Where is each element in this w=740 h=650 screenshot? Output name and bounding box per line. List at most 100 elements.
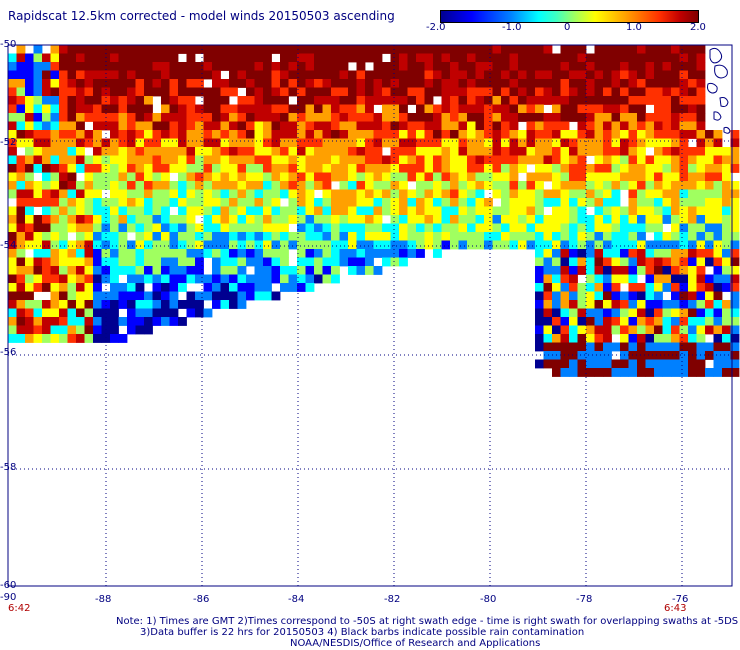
wind-cell xyxy=(203,223,213,233)
wind-cell xyxy=(195,164,204,173)
wind-cell xyxy=(25,232,34,241)
wind-cell xyxy=(331,198,340,207)
wind-cell xyxy=(730,300,740,309)
wind-cell xyxy=(501,147,510,156)
wind-cell xyxy=(662,181,672,190)
wind-cell xyxy=(212,147,221,156)
lat-label: -58 xyxy=(0,462,17,473)
wind-cell xyxy=(110,70,119,80)
wind-cell xyxy=(586,172,595,182)
wind-cell xyxy=(577,70,587,80)
wind-cell xyxy=(195,266,204,275)
wind-cell xyxy=(662,283,672,292)
wind-cell xyxy=(263,240,272,250)
wind-cell xyxy=(399,240,408,250)
wind-cell xyxy=(552,325,561,335)
wind-cell xyxy=(569,198,578,207)
wind-cell xyxy=(611,283,621,292)
wind-cell xyxy=(67,257,77,267)
wind-cell xyxy=(195,70,204,80)
wind-cell xyxy=(169,104,179,114)
wind-cell xyxy=(433,206,442,216)
wind-cell xyxy=(118,147,128,156)
wind-cell xyxy=(492,53,502,63)
wind-cell xyxy=(305,215,315,224)
wind-cell xyxy=(458,113,468,122)
wind-cell xyxy=(59,223,68,233)
wind-cell xyxy=(356,130,366,139)
wind-cell xyxy=(67,53,77,63)
wind-cell xyxy=(263,147,272,156)
wind-cell xyxy=(314,70,323,80)
wind-cell xyxy=(671,155,680,165)
wind-cell xyxy=(594,308,604,318)
wind-cell xyxy=(246,181,255,190)
wind-cell xyxy=(416,198,425,207)
lat-lon-grid xyxy=(8,45,732,586)
wind-cell xyxy=(696,198,706,207)
wind-cell xyxy=(450,104,459,114)
wind-cell xyxy=(25,164,34,173)
wind-cell xyxy=(25,274,34,284)
wind-cell xyxy=(237,104,247,114)
wind-cell xyxy=(169,45,179,54)
wind-cell xyxy=(50,104,60,114)
wind-cell xyxy=(390,198,400,207)
wind-cell xyxy=(59,240,68,250)
wind-cell xyxy=(76,283,85,292)
wind-cell xyxy=(220,300,230,309)
wind-cell xyxy=(399,232,408,241)
wind-cell xyxy=(101,104,111,114)
wind-cell xyxy=(229,291,238,301)
wind-cell xyxy=(526,53,536,63)
wind-cell xyxy=(339,223,349,233)
wind-cell xyxy=(552,113,561,122)
wind-cell xyxy=(713,164,723,173)
wind-cell xyxy=(679,113,689,122)
wind-cell xyxy=(620,308,629,318)
wind-cell xyxy=(620,342,629,352)
wind-cell xyxy=(407,189,417,199)
wind-cell xyxy=(688,96,697,105)
wind-cell xyxy=(569,283,578,292)
wind-cell xyxy=(8,334,17,343)
wind-cell xyxy=(365,172,374,182)
wind-cell xyxy=(127,138,136,148)
wind-cell xyxy=(271,79,281,88)
wind-cell xyxy=(195,172,204,182)
wind-cell xyxy=(382,198,391,207)
wind-cell xyxy=(705,308,714,318)
wind-cell xyxy=(305,96,315,105)
wind-cell xyxy=(229,189,238,199)
wind-cell xyxy=(127,96,136,105)
wind-cell xyxy=(144,96,153,105)
wind-cell xyxy=(433,70,442,80)
wind-cell xyxy=(543,96,553,105)
wind-cell xyxy=(458,53,468,63)
wind-cell xyxy=(458,147,468,156)
wind-cell xyxy=(441,198,451,207)
wind-cell xyxy=(144,53,153,63)
wind-cell xyxy=(161,283,170,292)
wind-cell xyxy=(671,232,680,241)
wind-cell xyxy=(25,240,34,250)
wind-cell xyxy=(305,181,315,190)
wind-cell xyxy=(577,283,587,292)
wind-cell xyxy=(220,96,230,105)
wind-cell xyxy=(543,215,553,224)
wind-cell xyxy=(407,130,417,139)
wind-cell xyxy=(594,291,604,301)
wind-cell xyxy=(671,240,680,250)
wind-cell xyxy=(161,189,170,199)
wind-cell xyxy=(42,181,51,190)
wind-cell xyxy=(543,121,553,131)
wind-cell xyxy=(382,96,391,105)
wind-cell xyxy=(560,53,570,63)
wind-cell xyxy=(501,155,510,165)
wind-cell xyxy=(628,325,638,335)
wind-cell xyxy=(543,342,553,352)
colorbar-tick-label: 0 xyxy=(564,22,571,33)
wind-cell xyxy=(220,79,230,88)
wind-cell xyxy=(458,138,468,148)
wind-cell xyxy=(229,181,238,190)
